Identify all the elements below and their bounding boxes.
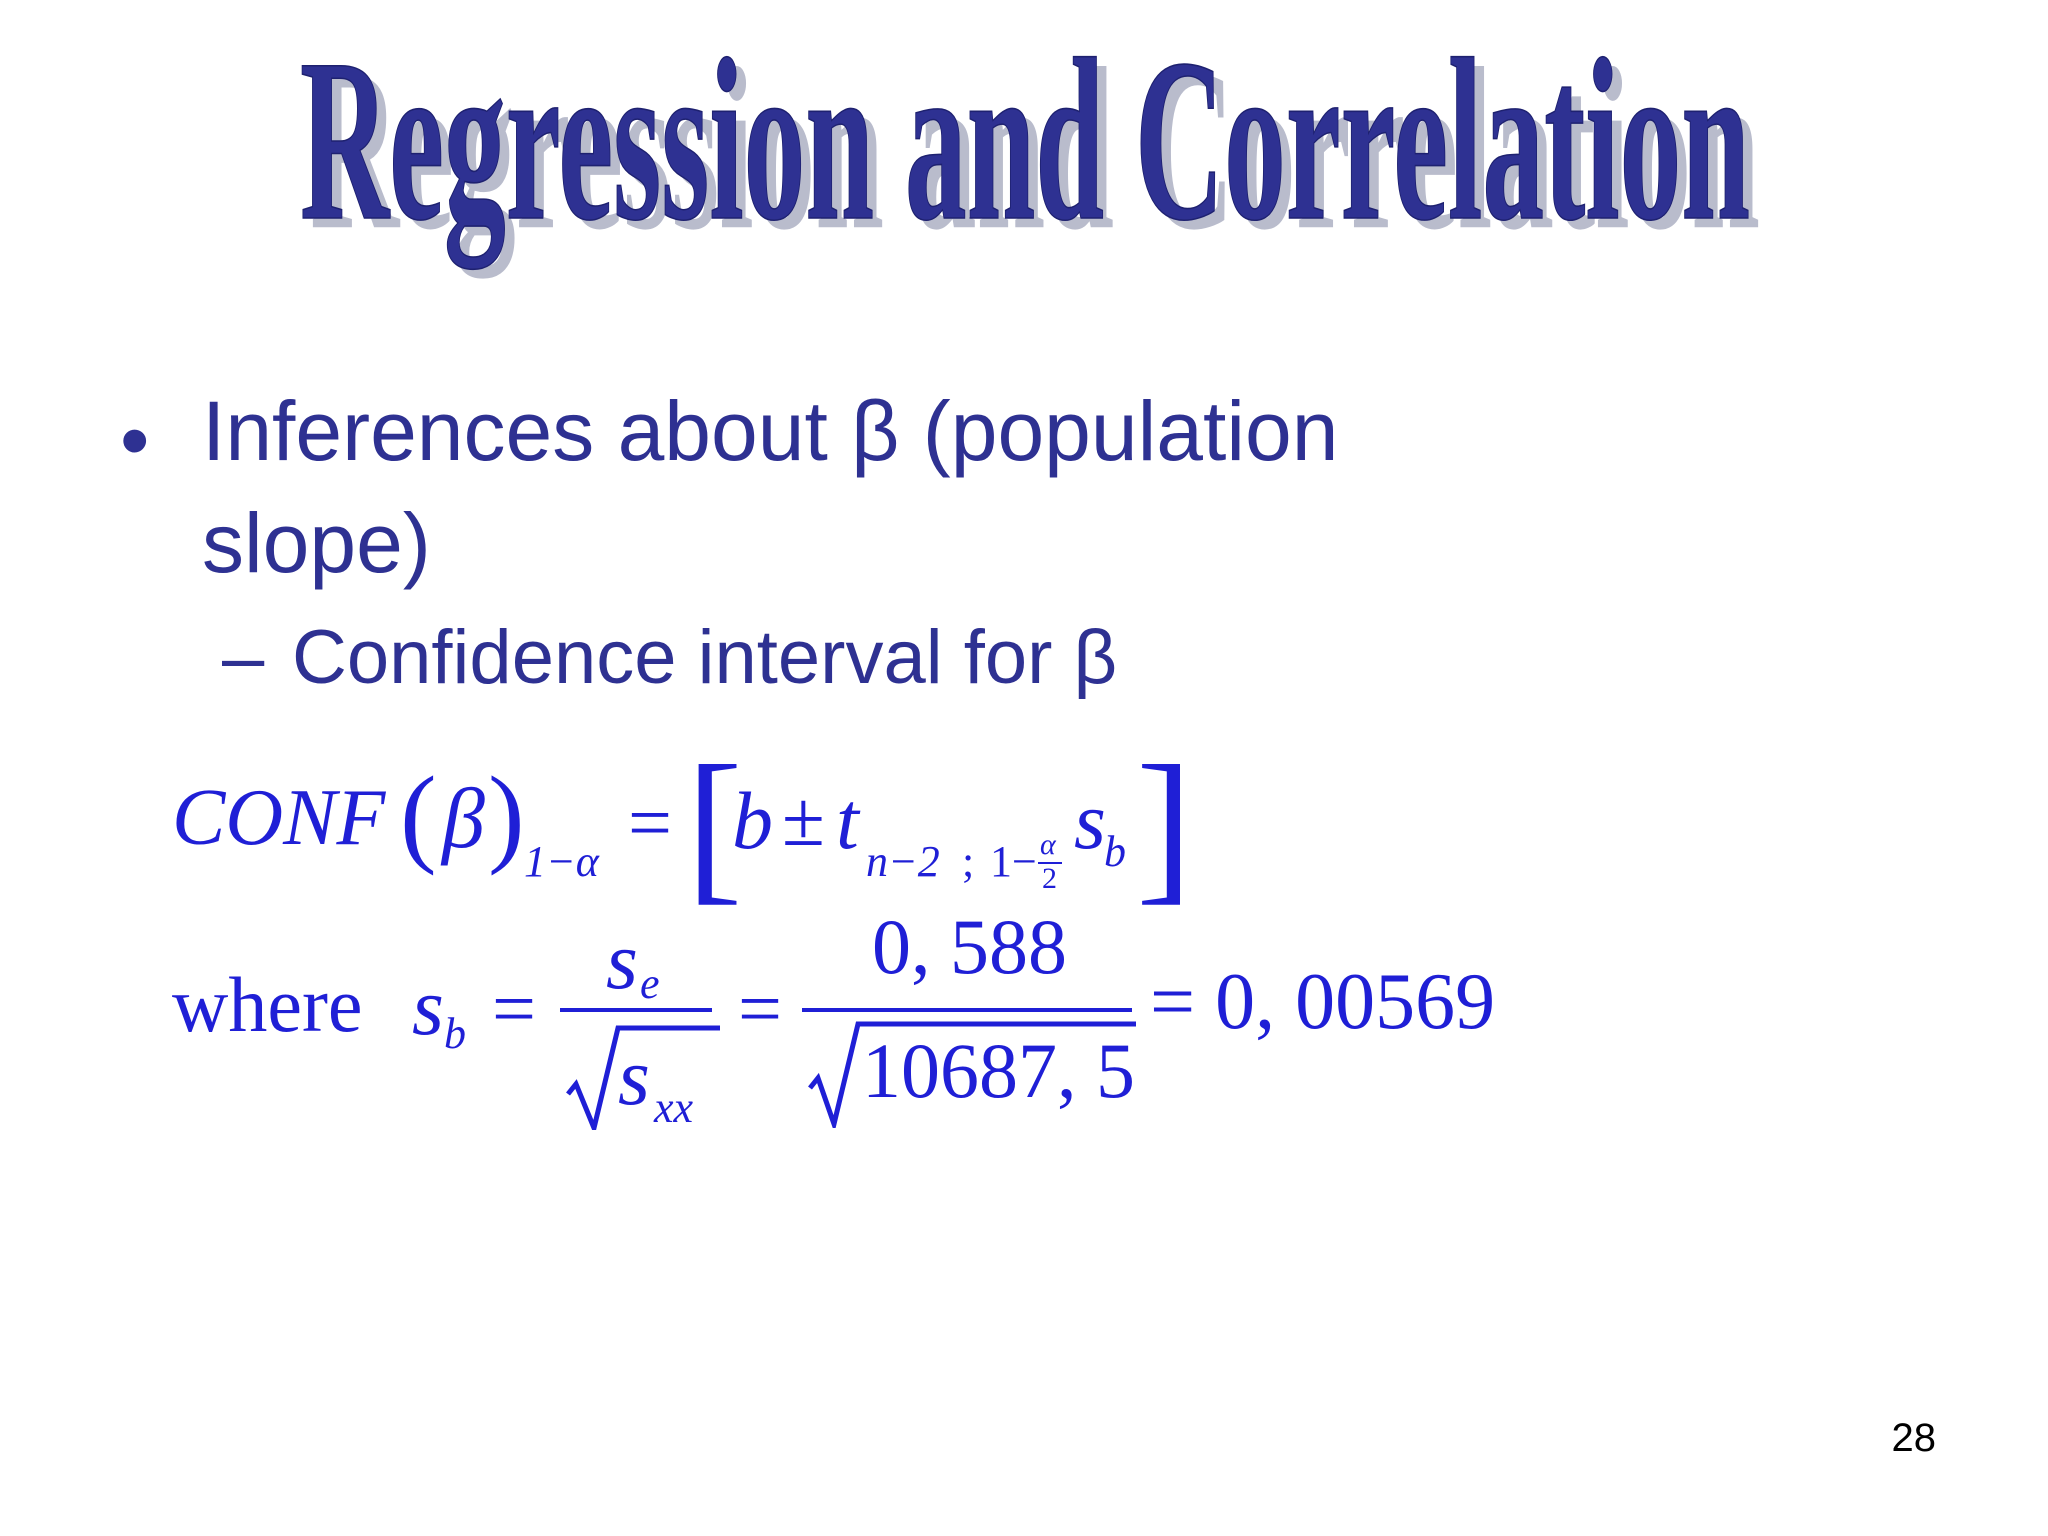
formula2-fraction-bar-1 bbox=[560, 1008, 712, 1012]
formula-t-subscript-sep: ; bbox=[962, 837, 975, 886]
formula2-s-sub: b bbox=[444, 1009, 466, 1058]
formula-t-subscript-a: n−2 bbox=[866, 837, 940, 886]
formula2-num1: s bbox=[606, 915, 638, 1006]
slide-title: Regression and Correlation Regression an… bbox=[299, 12, 1780, 279]
bullet-marker: • bbox=[120, 393, 150, 487]
formula2-result: = 0, 00569 bbox=[1150, 958, 1496, 1046]
formula-s: s bbox=[1074, 775, 1106, 866]
formula2-equals-1: = bbox=[492, 965, 536, 1052]
bullet-level2: Confidence interval for β bbox=[292, 615, 1118, 700]
formula2-equals-2: = bbox=[738, 965, 782, 1052]
title-shadow: Regression and Correlation bbox=[310, 22, 1760, 279]
formula2-fraction-bar-2 bbox=[802, 1008, 1132, 1012]
formula-beta: β bbox=[442, 770, 485, 866]
formula2-num2: 0, 588 bbox=[872, 903, 1067, 990]
formula2-den2: 10687, 5 bbox=[862, 1027, 1135, 1114]
formula-s-subscript: b bbox=[1104, 827, 1126, 876]
formula2-den1-sub: xx bbox=[654, 1083, 694, 1132]
formula2-sqrt-2 bbox=[808, 1021, 1136, 1128]
title-text: Regression and Correlation bbox=[300, 12, 1750, 269]
formula-plusminus: ± bbox=[782, 775, 825, 862]
formula-conf-label: CONF bbox=[172, 774, 386, 862]
formula-paren-open: ( bbox=[400, 754, 437, 876]
formula2-num1-sub: e bbox=[640, 959, 660, 1008]
formula-t: t bbox=[836, 775, 859, 866]
sub-bullet-marker: – bbox=[222, 615, 265, 700]
formula-alpha: α bbox=[1040, 828, 1056, 861]
formula-lhs-subscript: 1−α bbox=[524, 837, 599, 886]
page-number: 28 bbox=[1891, 1416, 1937, 1460]
formula2-s: s bbox=[412, 961, 444, 1052]
formula-fraction-bar-small bbox=[1038, 862, 1062, 864]
formula-equals-1: = bbox=[628, 779, 672, 866]
formula-bracket-open: [ bbox=[686, 731, 743, 919]
formula-paren-close: ) bbox=[488, 754, 525, 876]
formula2-den1: s bbox=[618, 1031, 650, 1122]
formula-b: b bbox=[732, 775, 773, 866]
formula-two: 2 bbox=[1042, 862, 1057, 895]
formula-bracket-close: ] bbox=[1136, 731, 1193, 919]
formula2-sqrt-1 bbox=[566, 1025, 720, 1130]
bullet-level1: Inferences about β (population slope) bbox=[202, 384, 1339, 590]
formula-t-subscript-b: 1− bbox=[990, 837, 1037, 886]
formula-where: where bbox=[172, 961, 363, 1048]
